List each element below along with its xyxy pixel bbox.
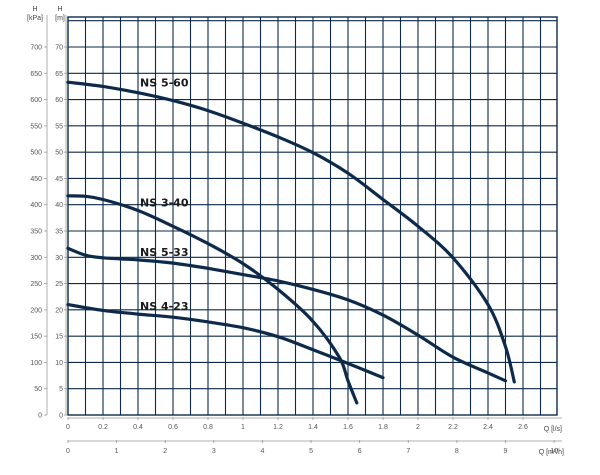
- x-tick-label-m3h: 3: [212, 448, 216, 455]
- x-tick-label-m3h: 7: [406, 448, 410, 455]
- curve-labels: NS 5-60 NS 3-40 NS 5-33 NS 4-23: [140, 77, 189, 313]
- x-tick-label-m3h: 10: [550, 448, 558, 455]
- y-tick-label-m: 45: [55, 176, 63, 183]
- x-tick-label-ls: 0: [66, 424, 70, 431]
- flow-ls-axis-label: Q [l/s]: [544, 426, 562, 433]
- x-tick-label-m3h: 8: [455, 448, 459, 455]
- curve-label-ns-5-60: NS 5-60: [140, 77, 189, 90]
- x-tick-label-m3h: 1: [115, 448, 119, 455]
- x-tick-label-ls: 0.8: [203, 424, 213, 431]
- m-axis-label-top: H: [57, 6, 62, 13]
- x-tick-label-ls: 2: [416, 424, 420, 431]
- axis-ticks: 0510152025303540455055606570050100150200…: [30, 15, 562, 455]
- x-tick-label-ls: 0.4: [133, 424, 143, 431]
- y-tick-label-kpa: 500: [30, 150, 42, 157]
- x-tick-label-m3h: 4: [260, 448, 264, 455]
- y-tick-label-m: 30: [55, 255, 63, 262]
- x-tick-label-ls: 1.4: [308, 424, 318, 431]
- y-tick-label-m: 15: [55, 334, 63, 341]
- x-tick-label-ls: 1.2: [273, 424, 283, 431]
- curve-ns-5-60: [66, 80, 516, 384]
- curve-label-ns-5-33: NS 5-33: [140, 246, 189, 259]
- y-tick-label-m: 55: [55, 123, 63, 130]
- y-tick-label-kpa: 250: [30, 281, 42, 288]
- y-tick-label-kpa: 100: [30, 360, 42, 367]
- y-tick-label-kpa: 400: [30, 202, 42, 209]
- x-tick-label-m3h: 5: [309, 448, 313, 455]
- y-tick-label-kpa: 650: [30, 71, 42, 78]
- y-tick-label-kpa: 0: [38, 413, 42, 420]
- x-tick-label-m3h: 2: [163, 448, 167, 455]
- y-tick-label-kpa: 350: [30, 229, 42, 236]
- y-tick-label-m: 40: [55, 202, 63, 209]
- y-tick-label-kpa: 550: [30, 123, 42, 130]
- x-tick-label-m3h: 9: [504, 448, 508, 455]
- y-tick-label-m: 50: [55, 150, 63, 157]
- m-axis-label-unit: [m]: [55, 15, 65, 22]
- y-tick-label-m: 25: [55, 281, 63, 288]
- y-tick-label-m: 5: [59, 386, 63, 393]
- curve-ns-5-33: [66, 246, 508, 383]
- x-tick-label-ls: 0.2: [98, 424, 108, 431]
- y-tick-label-kpa: 450: [30, 176, 42, 183]
- y-tick-label-kpa: 150: [30, 334, 42, 341]
- x-tick-label-ls: 1.8: [378, 424, 388, 431]
- y-tick-label-m: 70: [55, 45, 63, 52]
- x-tick-label-ls: 0.6: [168, 424, 178, 431]
- y-tick-label-kpa: 300: [30, 255, 42, 262]
- x-tick-label-ls: 1: [241, 424, 245, 431]
- kpa-axis-label-top: H: [32, 6, 37, 13]
- y-tick-label-m: 20: [55, 307, 63, 314]
- y-tick-label-kpa: 700: [30, 45, 42, 52]
- x-tick-label-ls: 2.2: [448, 424, 458, 431]
- curve-ns-4-23: [66, 303, 385, 380]
- y-tick-label-m: 10: [55, 360, 63, 367]
- y-tick-label-kpa: 50: [34, 386, 42, 393]
- x-tick-label-m3h: 6: [358, 448, 362, 455]
- y-tick-label-m: 60: [55, 97, 63, 104]
- y-tick-label-kpa: 200: [30, 307, 42, 314]
- flow-m3h-axis-label: Q [m³/h]: [539, 449, 564, 456]
- curve-label-ns-4-23: NS 4-23: [140, 300, 189, 313]
- x-tick-label-ls: 1.6: [343, 424, 353, 431]
- y-tick-label-kpa: 600: [30, 97, 42, 104]
- y-tick-label-m: 65: [55, 71, 63, 78]
- performance-curves: [66, 80, 516, 405]
- x-tick-label-m3h: 0: [66, 448, 70, 455]
- kpa-axis-label-unit: [kPa]: [27, 15, 43, 22]
- y-tick-label-m: 35: [55, 229, 63, 236]
- x-tick-label-ls: 2.4: [483, 424, 493, 431]
- y-tick-label-m: 0: [59, 413, 63, 420]
- curve-label-ns-3-40: NS 3-40: [140, 196, 189, 209]
- x-tick-label-ls: 2.6: [518, 424, 528, 431]
